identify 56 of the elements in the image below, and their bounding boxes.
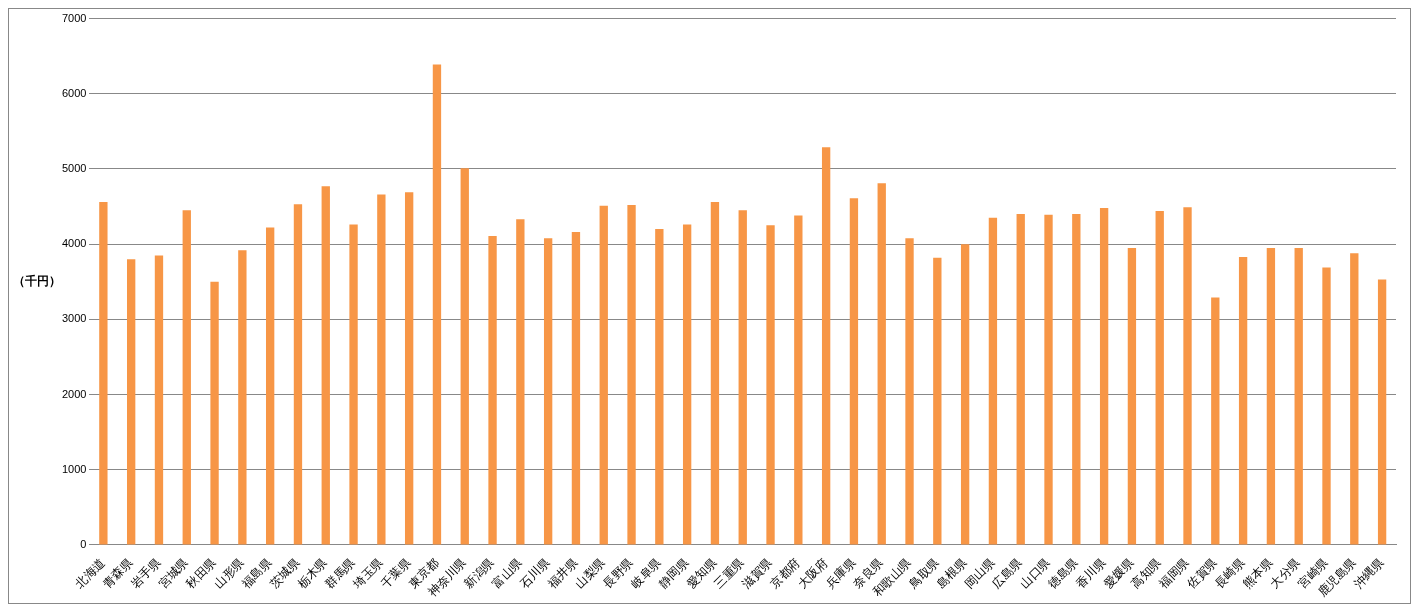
- bar: [127, 259, 136, 545]
- bar: [738, 210, 747, 545]
- bar: [1294, 247, 1303, 545]
- bar: [1266, 247, 1276, 545]
- y-tick-label: 4000: [61, 237, 87, 250]
- bar: [1016, 214, 1025, 545]
- y-tick-label: 1000: [61, 462, 87, 475]
- bar: [432, 64, 442, 545]
- bar: [1322, 267, 1331, 545]
- bar: [238, 250, 247, 545]
- bar: [293, 204, 303, 545]
- bar: [821, 147, 831, 545]
- bar: [1072, 214, 1081, 545]
- bar: [265, 227, 275, 545]
- bar: [154, 255, 164, 545]
- bar: [766, 225, 775, 545]
- bar: [460, 168, 469, 545]
- bar: [682, 224, 692, 545]
- bar: [849, 198, 859, 545]
- bar: [1155, 211, 1164, 545]
- bar: [1238, 256, 1248, 545]
- bar: [99, 202, 108, 545]
- bar: [1127, 247, 1137, 545]
- y-tick-label: 2000: [61, 387, 87, 400]
- bar: [182, 210, 191, 545]
- bar: [210, 281, 219, 545]
- bar: [488, 235, 497, 545]
- y-tick-label: 7000: [61, 11, 87, 24]
- bar: [404, 192, 414, 545]
- bar: [1377, 279, 1387, 545]
- bar: [571, 232, 581, 545]
- bar: [321, 186, 330, 545]
- bar: [933, 257, 942, 545]
- bar: [599, 205, 608, 545]
- bar: [627, 205, 636, 545]
- bar: [877, 183, 886, 545]
- bar: [516, 219, 525, 545]
- bar: [377, 194, 386, 545]
- y-tick-label: 3000: [61, 312, 87, 325]
- bar: [1099, 208, 1109, 545]
- y-tick-label: 6000: [61, 86, 87, 99]
- bar: [349, 224, 358, 545]
- bar: [988, 217, 998, 545]
- bar: [1183, 207, 1192, 545]
- bar: [543, 238, 553, 545]
- bar: [1211, 297, 1220, 545]
- y-tick-label: 5000: [61, 162, 87, 174]
- bar: [1044, 214, 1053, 545]
- y-tick-label: 0: [80, 537, 87, 550]
- bar: [960, 244, 970, 545]
- bar: [655, 229, 664, 545]
- bar: [794, 215, 803, 545]
- bar: [1350, 253, 1359, 545]
- bar: [710, 202, 720, 545]
- bar: [905, 238, 914, 545]
- y-axis-title: （千円）: [13, 273, 61, 288]
